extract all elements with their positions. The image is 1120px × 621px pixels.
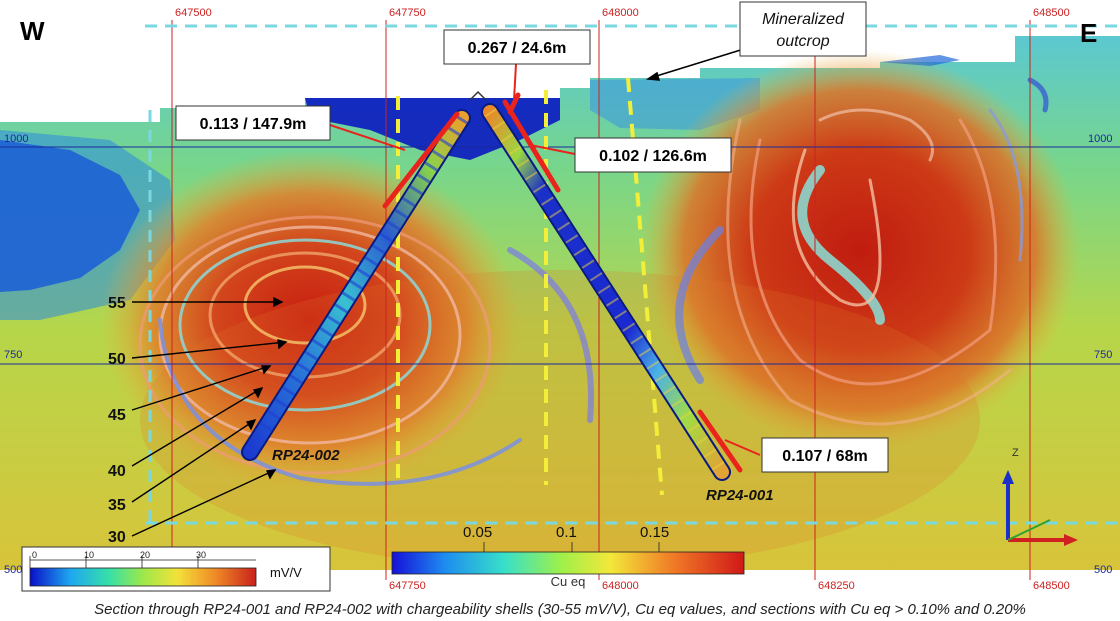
easting-label-bottom: 648500	[1033, 580, 1070, 592]
chargeability-legend: 0 10 20 30 mV/V	[21, 546, 331, 592]
elevation-label-left: 750	[4, 349, 22, 361]
intercept-callout: 0.107 / 68m	[761, 437, 889, 473]
cueq-colorbar	[391, 551, 745, 575]
shell-value-label: 30	[108, 529, 126, 546]
axis-z-label: Z	[1012, 447, 1019, 459]
intercept-callout: 0.113 / 147.9m	[175, 105, 331, 141]
chargeability-unit: mV/V	[270, 565, 302, 580]
chargeability-shells-west	[138, 215, 594, 486]
easting-label-top: 647750	[389, 7, 426, 19]
shell-leaders	[131, 296, 288, 537]
elevation-label-left: 1000	[4, 133, 28, 145]
drillhole-label-rp24-002: RP24-002	[272, 447, 340, 464]
easting-label-top: 647500	[175, 7, 212, 19]
cueq-tick: 0.1	[556, 524, 577, 541]
elevation-label-right: 1000	[1088, 133, 1112, 145]
shell-value-label: 50	[108, 351, 126, 368]
intercept-callout: 0.267 / 24.6m	[443, 29, 591, 65]
chargeability-colorbar	[29, 567, 257, 587]
intercept-callout: 0.102 / 126.6m	[574, 137, 732, 173]
chargeability-tick: 10	[84, 550, 94, 560]
cueq-tick: 0.05	[463, 524, 492, 541]
easting-label-top: 648500	[1033, 7, 1070, 19]
cross-section-figure: Z W E 647500 647750 648000 648500 647750…	[0, 1, 1120, 592]
shell-value-label: 55	[108, 295, 126, 312]
easting-label-bottom: 648000	[602, 580, 639, 592]
chargeability-anomaly-west	[100, 150, 520, 490]
outcrop-label-line2: outcrop	[776, 33, 829, 50]
shell-value-label: 45	[108, 407, 126, 424]
elevation-label-right: 750	[1094, 349, 1112, 361]
section-boundary	[145, 24, 1120, 525]
intercept-label: 0.102 / 126.6m	[599, 148, 707, 165]
elevation-label-right: 500	[1094, 564, 1112, 576]
outcrop-label-line1: Mineralized	[762, 11, 845, 28]
easting-gridlines	[171, 20, 1031, 580]
shell-value-label: 35	[108, 497, 126, 514]
intercept-label: 0.107 / 68m	[782, 448, 867, 465]
intercept-label: 0.267 / 24.6m	[468, 40, 567, 57]
west-label: W	[20, 16, 45, 46]
east-label: E	[1080, 18, 1097, 48]
drillhole-rp24-002-trace	[241, 109, 471, 461]
intercept-leaders	[329, 63, 761, 456]
chargeability-tick: 30	[196, 550, 206, 560]
shell-value-label: 40	[108, 463, 126, 480]
chargeability-tick: 20	[140, 550, 150, 560]
drillhole-rp24-001-trace	[481, 103, 731, 481]
drillhole-label-rp24-001: RP24-001	[706, 487, 774, 504]
easting-label-bottom: 648250	[818, 580, 855, 592]
elevation-label-left: 500	[4, 564, 22, 576]
figure-caption: Section through RP24-001 and RP24-002 wi…	[94, 601, 1026, 618]
chargeability-tick: 0	[32, 550, 37, 560]
outcrop-callout: Mineralized outcrop	[739, 1, 867, 57]
cueq-legend: 0.05 0.1 0.15 Cu eq	[391, 524, 745, 589]
easting-label-bottom: 647750	[389, 580, 426, 592]
easting-label-top: 648000	[602, 7, 639, 19]
axis-triad: Z	[1002, 447, 1078, 546]
cueq-tick: 0.15	[640, 524, 669, 541]
collar-marker-icon	[469, 90, 487, 101]
chargeability-shells-east	[675, 77, 1049, 426]
chargeability-anomaly-east	[640, 50, 1080, 450]
intercept-label: 0.113 / 147.9m	[200, 116, 307, 133]
elevation-gridlines	[0, 146, 1120, 365]
cueq-label: Cu eq	[551, 574, 586, 589]
